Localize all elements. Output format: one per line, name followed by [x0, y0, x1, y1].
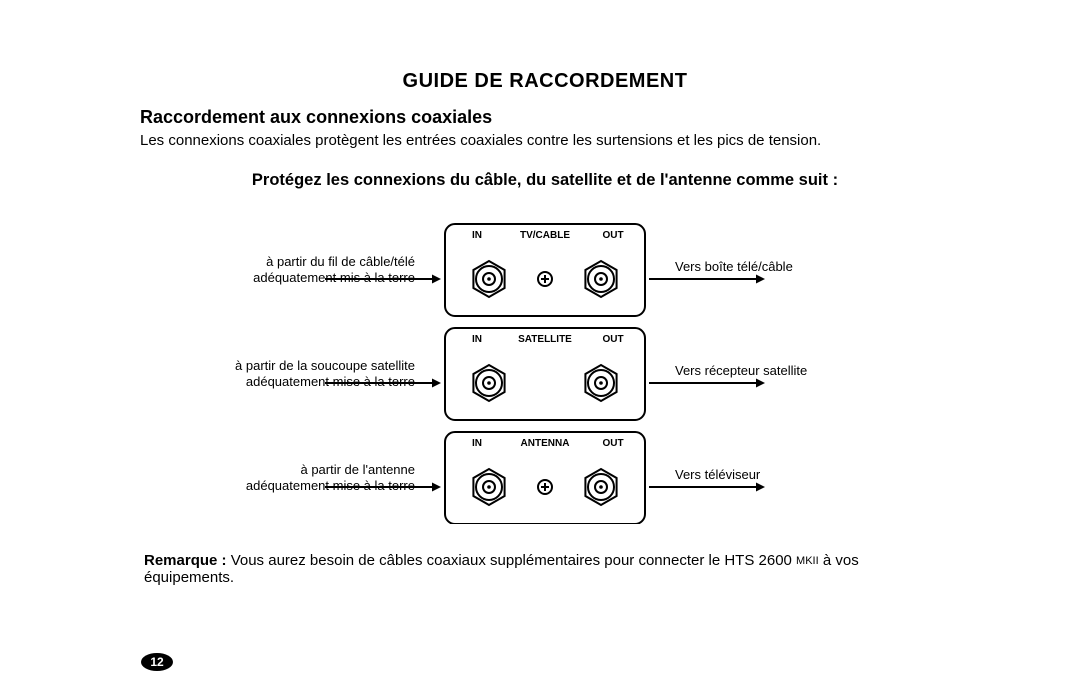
svg-text:SATELLITE: SATELLITE	[518, 334, 572, 345]
note-label: Remarque :	[144, 552, 227, 569]
svg-text:ANTENNA: ANTENNA	[521, 438, 570, 449]
note-mkii: MKII	[796, 555, 819, 567]
page-number-badge: 12	[140, 652, 174, 672]
svg-text:OUT: OUT	[602, 438, 623, 449]
intro-paragraph: Les connexions coaxiales protègent les e…	[140, 132, 950, 149]
wiring-diagram: à partir du fil de câble/télé adéquateme…	[140, 214, 950, 524]
manual-page: GUIDE DE RACCORDEMENT Raccordement aux c…	[0, 0, 1080, 698]
svg-text:OUT: OUT	[602, 230, 623, 241]
svg-text:IN: IN	[472, 334, 482, 345]
svg-text:IN: IN	[472, 438, 482, 449]
svg-text:TV/CABLE: TV/CABLE	[520, 230, 570, 241]
page-number-text: 12	[150, 655, 164, 669]
svg-text:OUT: OUT	[602, 334, 623, 345]
instruction-line: Protégez les connexions du câble, du sat…	[140, 171, 950, 190]
page-title: GUIDE DE RACCORDEMENT	[140, 70, 950, 93]
note-paragraph: Remarque : Vous aurez besoin de câbles c…	[140, 552, 950, 586]
note-body-a: Vous aurez besoin de câbles coaxiaux sup…	[227, 552, 797, 569]
svg-text:IN: IN	[472, 230, 482, 241]
diagram-svg: IN TV/CABLE OUT IN SATELLITE OUT IN ANTENNA OUT	[315, 214, 775, 524]
section-subtitle: Raccordement aux connexions coaxiales	[140, 107, 950, 128]
